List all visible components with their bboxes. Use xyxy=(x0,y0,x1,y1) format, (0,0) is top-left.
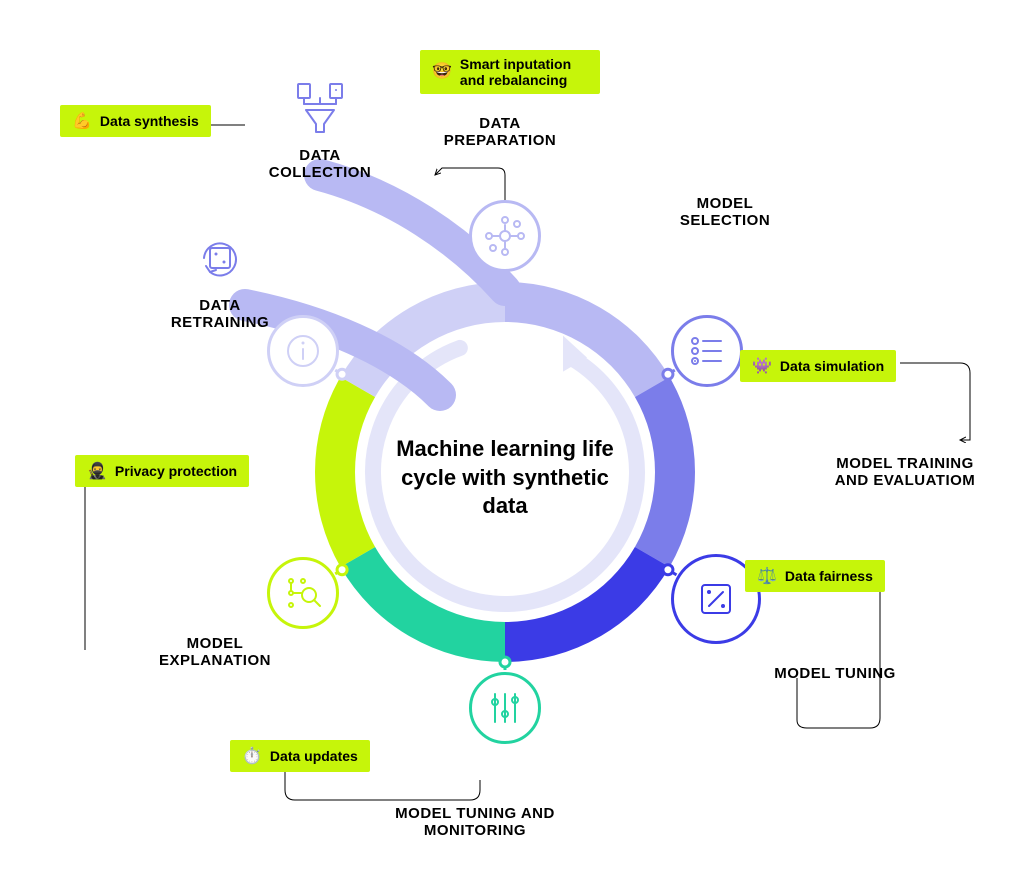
tag-imputation-emoji-icon: 🤓 xyxy=(432,63,452,81)
data-collection-label: DATACOLLECTION xyxy=(250,147,390,182)
node-model-training-label: MODEL TRAININGAND EVALUATIOM xyxy=(815,455,995,490)
node-model-explanation-label: MODELEXPLANATION xyxy=(125,635,305,670)
diagram-stage: Machine learning life cycle with synthet… xyxy=(0,0,1024,871)
tag-simulation: 👾 Data simulation xyxy=(740,350,896,382)
tag-synthesis: 💪 Data synthesis xyxy=(60,105,211,137)
node-data-preparation-label: DATAPREPARATION xyxy=(410,115,590,150)
tag-privacy-text: Privacy protection xyxy=(115,463,237,479)
node-data-preparation-icon xyxy=(469,200,541,272)
tag-updates-emoji-icon: ⏱️ xyxy=(242,746,262,766)
tag-updates-text: Data updates xyxy=(270,748,358,764)
tag-fairness: ⚖️ Data fairness xyxy=(745,560,885,592)
tag-privacy: 🥷 Privacy protection xyxy=(75,455,249,487)
tag-privacy-emoji-icon: 🥷 xyxy=(87,461,107,481)
tag-synthesis-emoji-icon: 💪 xyxy=(72,111,92,131)
connector-line xyxy=(797,573,880,728)
data-retraining-label: DATARETRAINING xyxy=(150,297,290,332)
data-retraining-icon xyxy=(150,230,290,291)
tag-imputation: 🤓 Smart inputationand rebalancing xyxy=(420,50,600,94)
node-model-monitoring-icon xyxy=(267,557,339,629)
node-model-selection-label: MODELSELECTION xyxy=(635,195,815,230)
tag-synthesis-text: Data synthesis xyxy=(100,113,199,129)
node-model-tuning-label: MODEL TUNING xyxy=(745,665,925,682)
node-model-monitoring-label: MODEL TUNING ANDMONITORING xyxy=(385,805,565,840)
center-title: Machine learning life cycle with synthet… xyxy=(385,435,625,521)
tag-fairness-text: Data fairness xyxy=(785,568,873,584)
tag-imputation-text: Smart inputationand rebalancing xyxy=(460,56,571,88)
node-model-tuning-icon xyxy=(469,672,541,744)
tag-simulation-emoji-icon: 👾 xyxy=(752,356,772,376)
tag-updates: ⏱️ Data updates xyxy=(230,740,370,772)
node-model-selection-icon xyxy=(671,315,743,387)
extra-data-retraining: DATARETRAINING xyxy=(150,230,290,332)
connector-line xyxy=(85,470,92,650)
connector-line xyxy=(900,363,970,440)
extra-data-collection: DATACOLLECTION xyxy=(250,80,390,182)
tag-fairness-emoji-icon: ⚖️ xyxy=(757,566,777,586)
tag-simulation-text: Data simulation xyxy=(780,358,884,374)
data-collection-icon xyxy=(250,80,390,141)
